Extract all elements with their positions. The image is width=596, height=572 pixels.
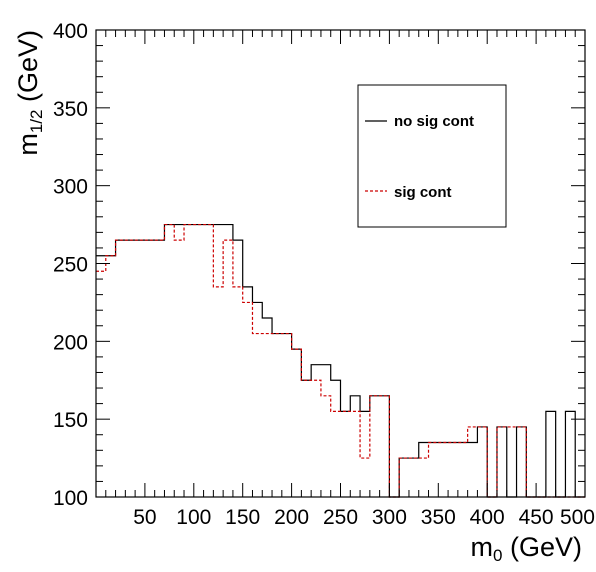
legend: no sig cont sig cont — [357, 84, 507, 228]
x-tick-label: 300 — [372, 506, 407, 529]
y-axis-title: m1/2 (GeV) — [13, 30, 46, 156]
x-tick-label: 250 — [323, 506, 358, 529]
y-tick-label: 100 — [53, 487, 88, 510]
x-tick-label: 150 — [225, 506, 260, 529]
legend-box — [357, 84, 507, 228]
y-tick-label: 350 — [53, 98, 88, 121]
x-tick-label: 450 — [519, 506, 554, 529]
x-axis-title: m0 (GeV) — [471, 532, 582, 565]
legend-label-no-sig-cont: no sig cont — [394, 113, 474, 130]
x-tick-labels: 50 100 150 200 250 300 350 400 450 500 — [133, 506, 595, 529]
y-tick-label: 400 — [53, 20, 88, 43]
x-tick-label: 200 — [274, 506, 309, 529]
y-tick-label: 150 — [53, 409, 88, 432]
y-tick-label: 250 — [53, 254, 88, 277]
y-tick-label: 200 — [53, 331, 88, 354]
x-tick-label: 500 — [560, 506, 595, 529]
legend-label-sig-cont: sig cont — [394, 184, 452, 201]
x-tick-label: 400 — [470, 506, 505, 529]
y-tick-label: 300 — [53, 176, 88, 199]
x-tick-label: 100 — [176, 506, 211, 529]
y-tick-labels: 100 150 200 250 300 350 400 — [53, 20, 88, 510]
x-tick-label: 350 — [421, 506, 456, 529]
x-tick-label: 50 — [133, 506, 156, 529]
ticks-layer — [95, 29, 586, 498]
